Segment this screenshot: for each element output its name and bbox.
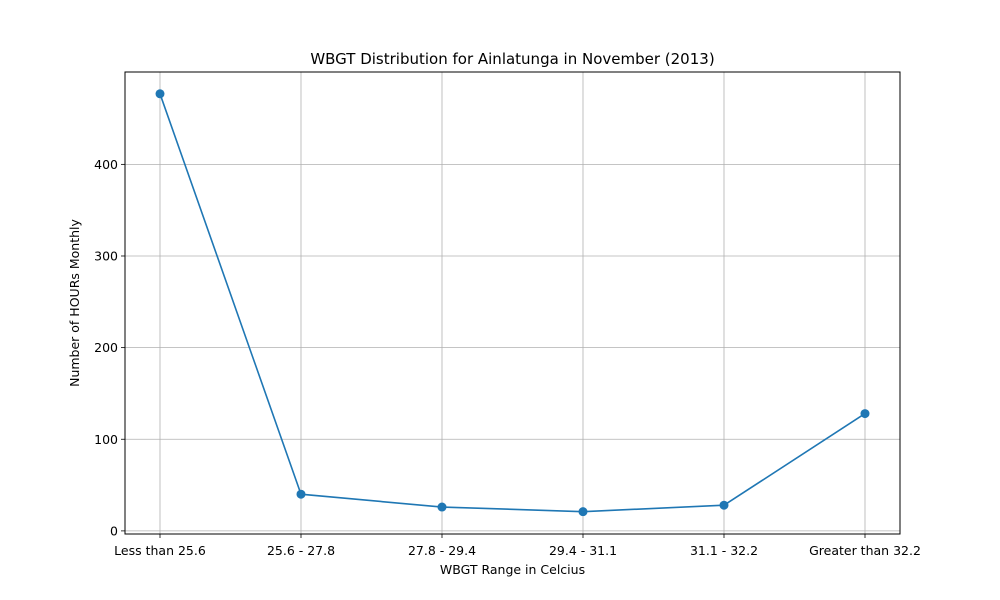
data-point bbox=[155, 89, 165, 99]
x-tick-label: Greater than 32.2 bbox=[809, 543, 921, 558]
x-tick-label: 31.1 - 32.2 bbox=[690, 543, 758, 558]
data-point bbox=[296, 489, 306, 499]
y-tick-label: 200 bbox=[94, 340, 118, 355]
series-line bbox=[159, 93, 866, 513]
y-tick-label: 400 bbox=[94, 157, 118, 172]
data-point bbox=[860, 409, 870, 419]
y-tick-label: 0 bbox=[110, 523, 118, 538]
data-point bbox=[719, 500, 729, 510]
series-layer bbox=[155, 89, 870, 517]
x-tick-label: 25.6 - 27.8 bbox=[267, 543, 335, 558]
y-tick-label: 100 bbox=[94, 432, 118, 447]
data-point bbox=[437, 502, 447, 512]
y-tick-label: 300 bbox=[94, 248, 118, 263]
grid-lines bbox=[125, 72, 900, 534]
y-axis: 0 100 200 300 400 bbox=[94, 157, 125, 538]
data-point bbox=[578, 507, 588, 517]
x-axis: Less than 25.6 25.6 - 27.8 27.8 - 29.4 29.4… bbox=[114, 534, 921, 558]
x-tick-label: Less than 25.6 bbox=[114, 543, 206, 558]
x-tick-label: 29.4 - 31.1 bbox=[549, 543, 617, 558]
plot-frame bbox=[124, 71, 901, 535]
x-axis-label: WBGT Range in Celcius bbox=[440, 562, 585, 577]
y-axis-label: Number of HOURs Monthly bbox=[67, 218, 82, 386]
x-tick-label: 27.8 - 29.4 bbox=[408, 543, 476, 558]
chart-title: WBGT Distribution for Ainlatunga in Nove… bbox=[310, 50, 714, 68]
